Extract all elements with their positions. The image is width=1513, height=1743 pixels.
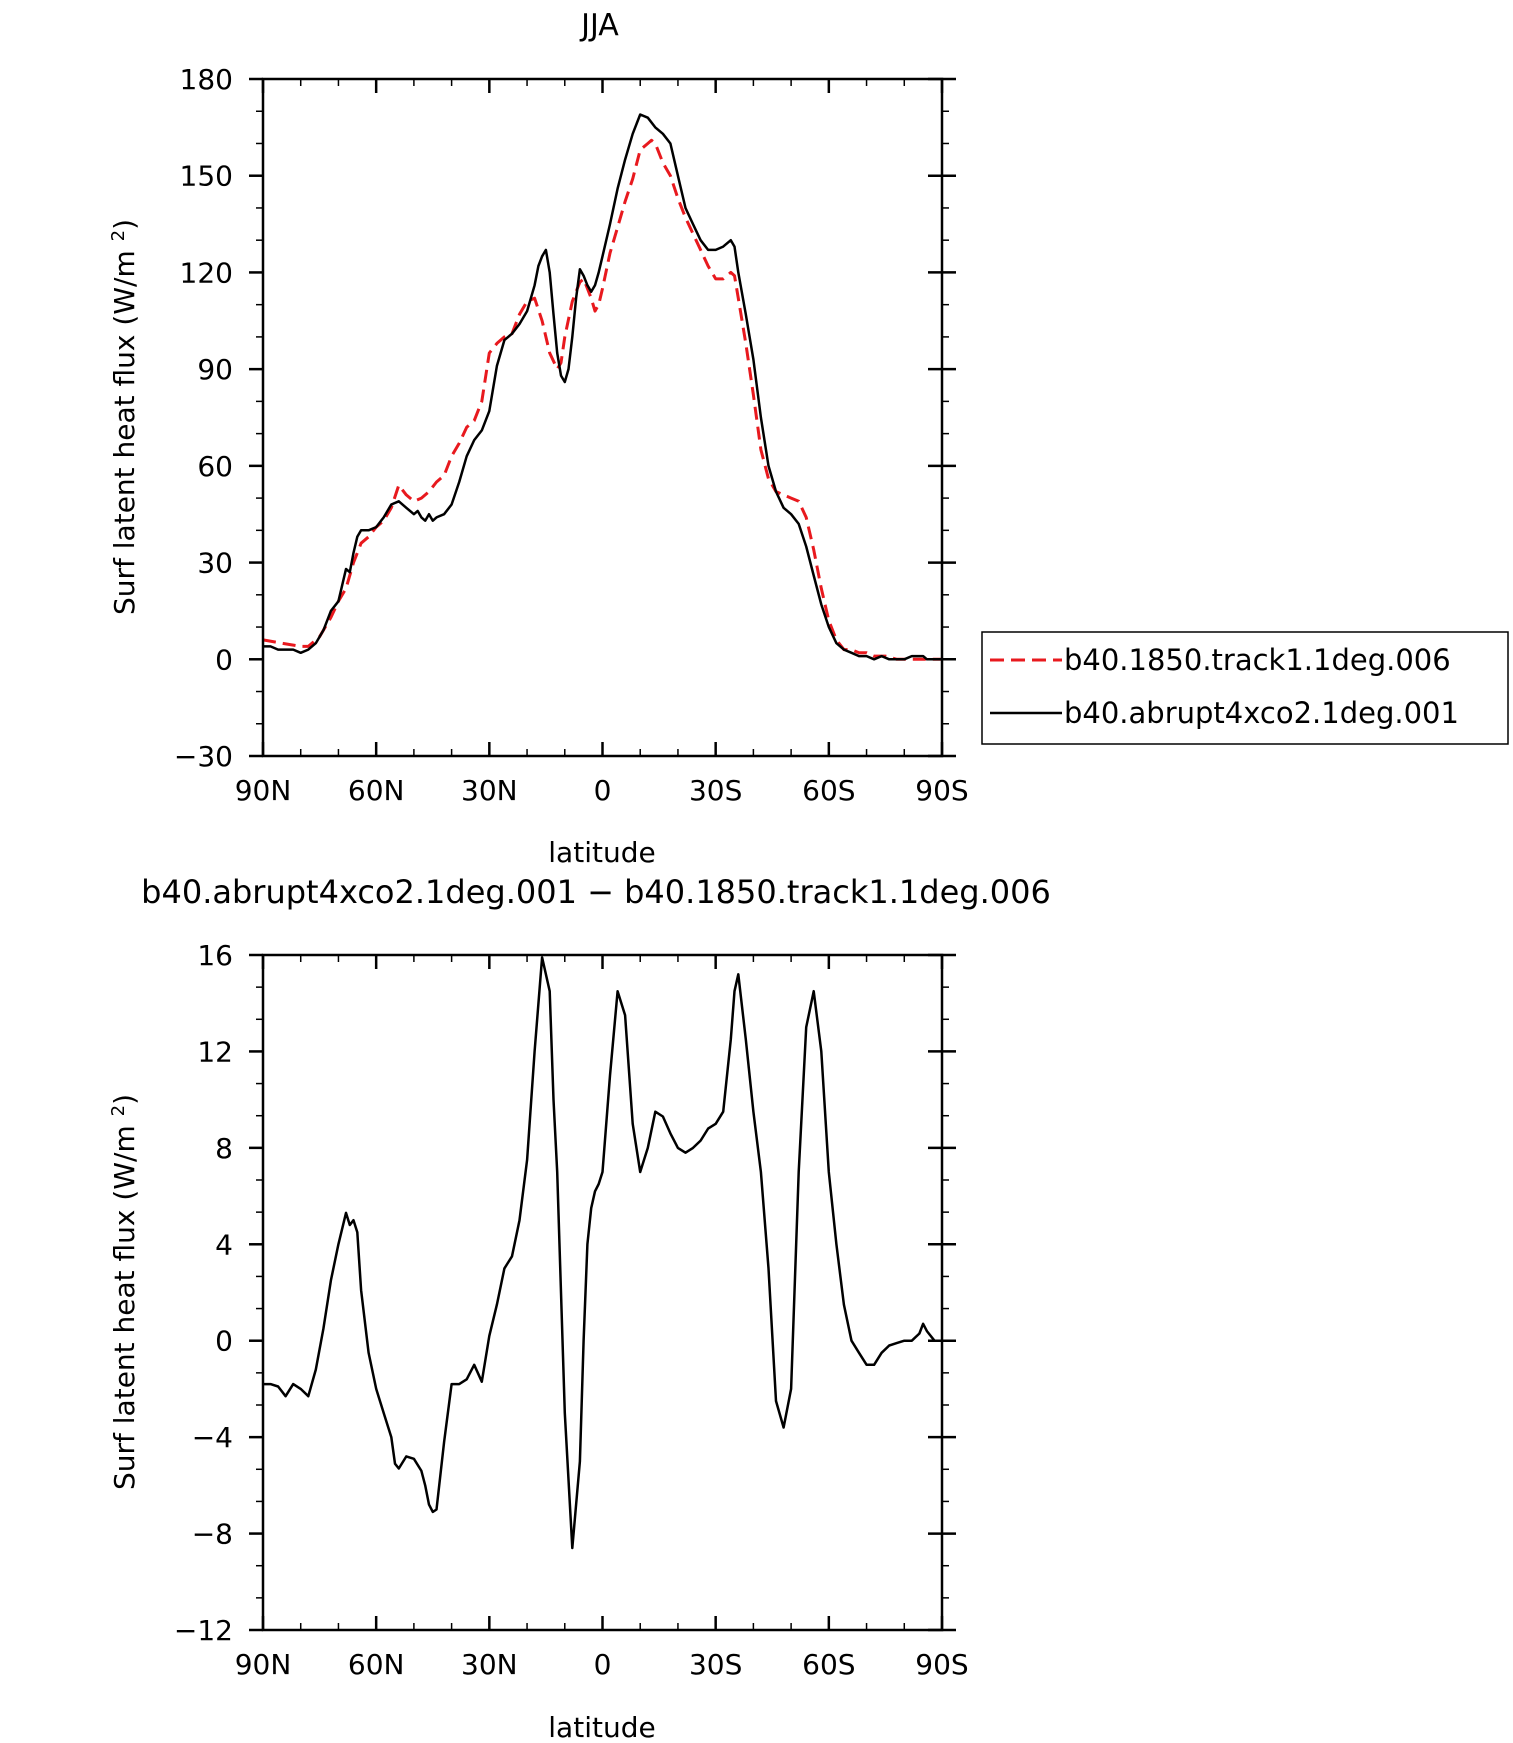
top-x-axis-label: latitude bbox=[548, 836, 655, 869]
top-y-tick-label: 90 bbox=[197, 353, 233, 386]
top-ticks: 90N 60N 30N 0 30S 60S 90S 180 150 120 90 60 30 0 −30 bbox=[174, 63, 969, 807]
bottom-y-tick-label: 12 bbox=[197, 1035, 233, 1068]
bottom-y-axis-label: Surf latent heat flux (W/m 2) bbox=[108, 1094, 141, 1490]
ylabel-close-paren: ) bbox=[108, 219, 141, 230]
bottom-x-tick-label: 60S bbox=[802, 1648, 855, 1681]
bottom-y-axis-label-text: Surf latent heat flux (W/m bbox=[108, 1125, 141, 1490]
superscript-two: 2 bbox=[108, 230, 129, 241]
legend-box bbox=[981, 631, 1509, 745]
top-x-tick-label: 90S bbox=[915, 774, 968, 807]
bottom-y-tick-label: 16 bbox=[197, 939, 233, 972]
bottom-ticks: 90N 60N 30N 0 30S 60S 90S 16 12 8 4 0 −4 −8 −12 bbox=[174, 939, 969, 1681]
bottom-y-tick-label: 4 bbox=[215, 1228, 233, 1261]
bottom-series bbox=[263, 956, 942, 1550]
bottom-y-tick-label: 0 bbox=[215, 1325, 233, 1358]
svg-text:Surf latent heat flux (W/m: Surf latent heat flux (W/m 2) bbox=[108, 219, 141, 615]
bottom-x-tick-label: 90N bbox=[235, 1648, 292, 1681]
bottom-x-tick-label: 0 bbox=[594, 1648, 612, 1681]
bottom-plot-frame bbox=[261, 953, 944, 1632]
top-y-tick-label: 120 bbox=[180, 256, 233, 289]
top-y-tick-label: 180 bbox=[180, 63, 233, 96]
bottom-x-tick-label: 90S bbox=[915, 1648, 968, 1681]
top-x-tick-label: 60N bbox=[348, 774, 405, 807]
top-x-tick-label: 0 bbox=[594, 774, 612, 807]
bottom-panel: b40.abrupt4xco2.1deg.001 − b40.1850.trac… bbox=[108, 873, 1051, 1743]
top-y-axis-label-text: Surf latent heat flux (W/m bbox=[108, 250, 141, 615]
top-y-tick-label: 30 bbox=[197, 547, 233, 580]
top-series-line-0 bbox=[262, 138, 942, 661]
bottom-y-tick-label: −8 bbox=[192, 1518, 233, 1551]
top-panel: JJA 90N 60N 30N 0 30S 60S 90S 180 150 120 90 60 30 0 −… bbox=[108, 8, 1509, 869]
legend-entry-baseline: b40.1850.track1.1deg.006 bbox=[1064, 643, 1451, 677]
top-y-tick-label: −30 bbox=[174, 740, 233, 773]
top-plot-frame bbox=[261, 77, 944, 758]
bottom-y-tick-label: −12 bbox=[174, 1614, 233, 1647]
bottom-chart-title: b40.abrupt4xco2.1deg.001 − b40.1850.trac… bbox=[141, 873, 1051, 911]
top-y-tick-label: 150 bbox=[180, 160, 233, 193]
bottom-x-tick-label: 30S bbox=[689, 1648, 742, 1681]
bottom-y-tick-label: 8 bbox=[215, 1132, 233, 1165]
bottom-y-tick-label: −4 bbox=[192, 1421, 233, 1454]
top-x-tick-label: 60S bbox=[802, 774, 855, 807]
top-y-tick-label: 60 bbox=[197, 450, 233, 483]
bottom-x-axis-label: latitude bbox=[548, 1711, 655, 1743]
top-y-axis-label: Surf latent heat flux (W/m 2) bbox=[108, 219, 141, 615]
top-x-tick-label: 30S bbox=[689, 774, 742, 807]
top-chart-title: JJA bbox=[579, 8, 619, 43]
legend-entry-abrupt4xco2: b40.abrupt4xco2.1deg.001 bbox=[1064, 696, 1459, 730]
bottom-x-tick-label: 60N bbox=[348, 1648, 405, 1681]
legend: b40.1850.track1.1deg.006 b40.abrupt4xco2… bbox=[981, 631, 1509, 745]
top-series-line-1 bbox=[263, 113, 942, 661]
superscript-two: 2 bbox=[108, 1105, 129, 1116]
ylabel-close-paren: ) bbox=[108, 1094, 141, 1105]
bottom-x-tick-label: 30N bbox=[461, 1648, 518, 1681]
svg-text:Surf latent heat flux (W/m: Surf latent heat flux (W/m 2) bbox=[108, 1094, 141, 1490]
top-y-tick-label: 0 bbox=[215, 643, 233, 676]
top-series bbox=[262, 113, 942, 661]
top-x-tick-label: 30N bbox=[461, 774, 518, 807]
top-x-tick-label: 90N bbox=[235, 774, 292, 807]
bottom-series-line-0 bbox=[263, 956, 942, 1550]
